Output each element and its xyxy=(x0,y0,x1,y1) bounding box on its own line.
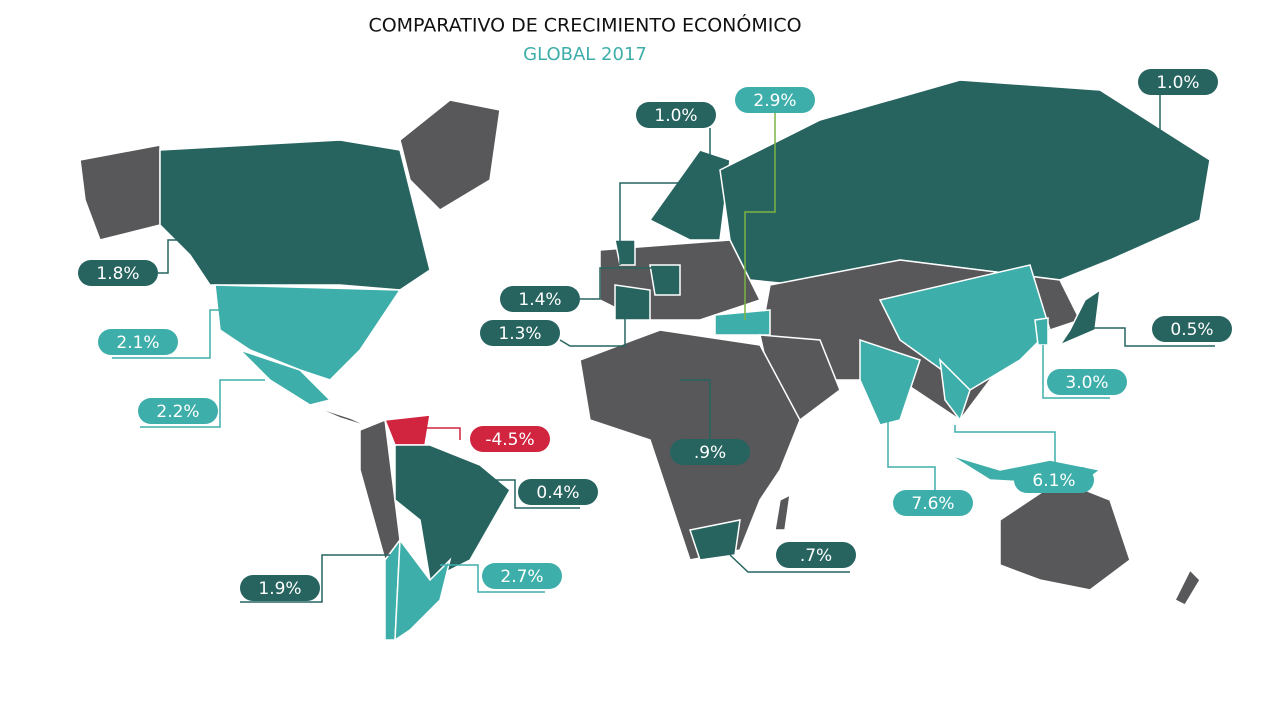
label-pill xyxy=(518,479,598,505)
growth-label: 1.4% xyxy=(518,290,561,310)
label-pill xyxy=(500,286,580,312)
growth-label: 2.7% xyxy=(500,567,543,587)
growth-label: -4.5% xyxy=(485,430,534,450)
label-pill xyxy=(1014,467,1094,493)
label-pill xyxy=(240,575,320,601)
label-pill xyxy=(138,398,218,424)
label-pill xyxy=(78,260,158,286)
growth-label: .7% xyxy=(800,546,832,566)
growth-label: 1.0% xyxy=(654,106,697,126)
label-pill xyxy=(735,87,815,113)
growth-label: 2.9% xyxy=(753,91,796,111)
growth-label: 0.4% xyxy=(536,483,579,503)
label-pill xyxy=(480,320,560,346)
label-pill xyxy=(670,439,750,465)
subtitle: GLOBAL 2017 xyxy=(523,44,647,65)
growth-label: .9% xyxy=(694,443,726,463)
growth-label: 1.8% xyxy=(96,264,139,284)
label-pill xyxy=(1152,316,1232,342)
title: COMPARATIVO DE CRECIMIENTO ECONÓMICO xyxy=(368,13,801,37)
label-pill xyxy=(482,563,562,589)
growth-label: 1.3% xyxy=(498,324,541,344)
growth-label: 6.1% xyxy=(1032,471,1075,491)
label-pill xyxy=(98,329,178,355)
label-pill xyxy=(470,426,550,452)
growth-label: 2.1% xyxy=(116,333,159,353)
label-pill xyxy=(1047,369,1127,395)
growth-label: 0.5% xyxy=(1170,320,1213,340)
growth-label: 7.6% xyxy=(911,494,954,514)
growth-label: 3.0% xyxy=(1065,373,1108,393)
growth-label: 1.9% xyxy=(258,579,301,599)
label-pill xyxy=(893,490,973,516)
label-pill xyxy=(636,102,716,128)
world-map xyxy=(79,79,1211,642)
growth-label: 1.0% xyxy=(1156,73,1199,93)
growth-label: 2.2% xyxy=(156,402,199,422)
label-pill xyxy=(776,542,856,568)
leader-lines xyxy=(112,95,1215,603)
label-pill xyxy=(1138,69,1218,95)
